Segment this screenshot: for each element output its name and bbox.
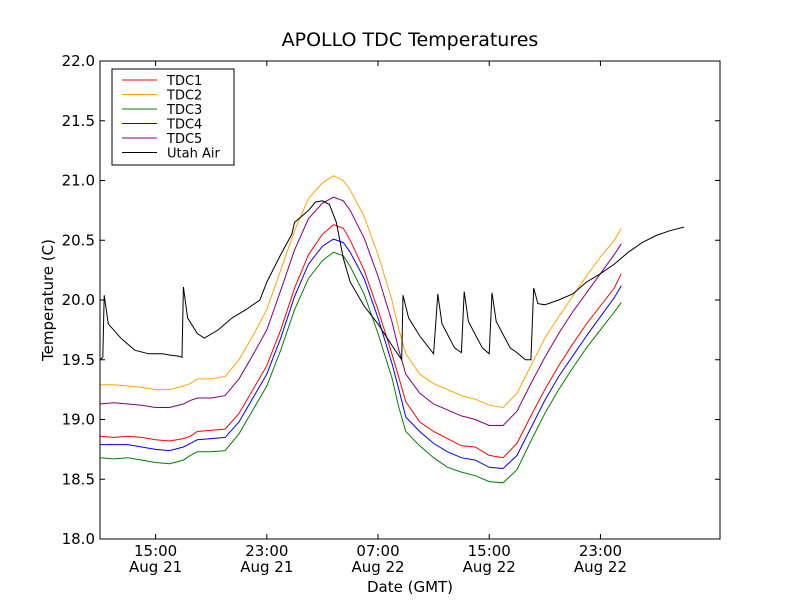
x-tick-label-date: Aug 21 — [240, 558, 293, 576]
y-tick-label: 18.5 — [62, 470, 95, 488]
legend-label: TDC1 — [166, 74, 202, 89]
x-tick-label-date: Aug 22 — [574, 558, 627, 576]
legend-label: TDC5 — [166, 132, 202, 147]
x-tick-label-date: Aug 22 — [351, 558, 404, 576]
y-tick-label: 18.0 — [62, 530, 95, 548]
x-axis-label: Date (GMT) — [367, 578, 453, 596]
y-tick-label: 20.5 — [62, 231, 95, 249]
legend-label: TDC3 — [166, 103, 202, 118]
legend-label: TDC2 — [166, 89, 202, 104]
chart-title: APOLLO TDC Temperatures — [282, 29, 539, 51]
y-tick-label: 21.0 — [62, 172, 95, 190]
y-tick-label: 21.5 — [62, 112, 95, 130]
legend-box — [111, 68, 235, 166]
legend-label: Utah Air — [167, 147, 220, 162]
y-axis-label: Temperature (C) — [39, 239, 57, 362]
x-tick-label-date: Aug 22 — [463, 558, 516, 576]
y-tick-label: 20.0 — [62, 291, 95, 309]
series-line-3 — [100, 238, 622, 470]
y-tick-label: 19.5 — [62, 351, 95, 369]
x-tick-label-time: 23:00 — [245, 542, 288, 560]
x-tick-label-time: 07:00 — [356, 542, 399, 560]
series-line-0 — [99, 224, 622, 459]
legend-label: TDC4 — [166, 118, 202, 133]
x-tick-label-time: 15:00 — [468, 542, 511, 560]
axis-ticks: 18.0 18.5 19.0 19.5 20.0 20.5 21.0 21.5 22.0 15:0… — [62, 52, 720, 576]
y-tick-label: 19.0 — [62, 411, 95, 429]
x-tick-label-date: Aug 21 — [129, 558, 182, 576]
x-tick-label-time: 23:00 — [579, 542, 622, 560]
series-line-4 — [99, 196, 622, 426]
series-line-1 — [100, 175, 622, 409]
y-tick-label: 22.0 — [62, 52, 95, 70]
x-tick-label-time: 15:00 — [134, 542, 177, 560]
series-line-2 — [99, 251, 622, 484]
series-line-5 — [99, 200, 685, 362]
plot-lines — [99, 175, 685, 484]
